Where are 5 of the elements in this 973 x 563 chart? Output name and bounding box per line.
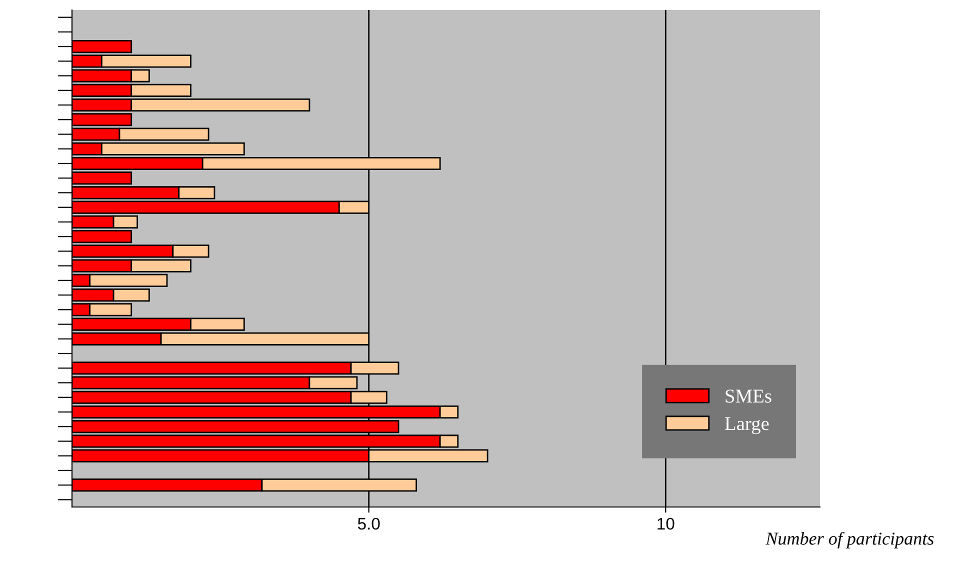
x-tick-label: 10 xyxy=(658,518,674,530)
x-axis-title: Number of participants xyxy=(766,532,934,548)
legend-label: SMEs xyxy=(726,390,772,403)
x-tick-label: 5.0 xyxy=(358,518,380,530)
legend-label: Large xyxy=(724,417,769,434)
